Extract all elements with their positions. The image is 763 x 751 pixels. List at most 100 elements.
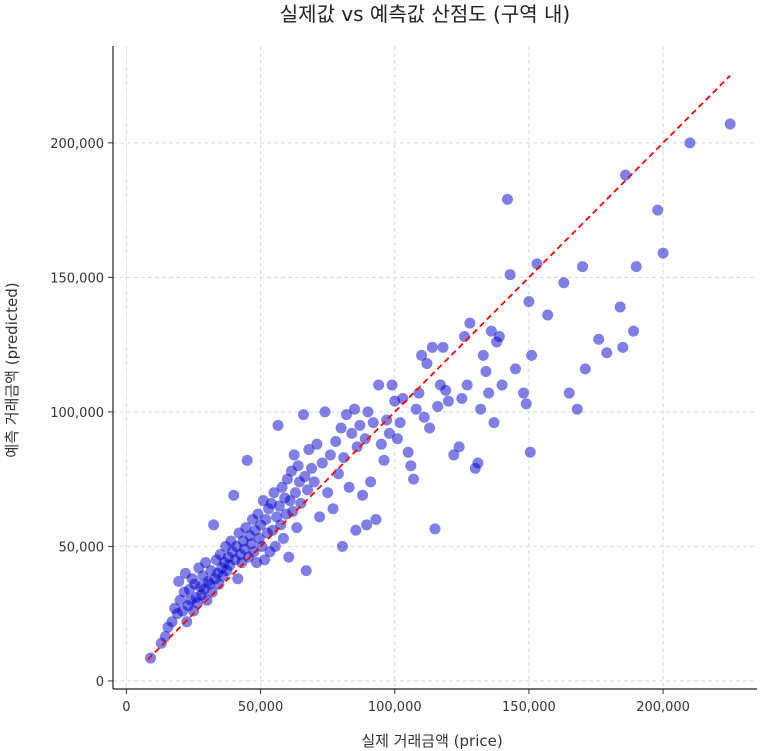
data-point — [378, 454, 390, 466]
data-point — [327, 503, 339, 515]
data-point — [252, 508, 264, 520]
data-point — [563, 387, 575, 399]
data-point — [684, 137, 696, 149]
data-point — [330, 435, 342, 447]
reference-line-group — [147, 74, 731, 661]
data-point — [228, 489, 240, 501]
data-point — [437, 341, 449, 353]
x-tick-label: 200,000 — [636, 700, 690, 715]
data-point — [373, 379, 385, 391]
x-tick-label: 50,000 — [238, 700, 284, 715]
x-tick-label: 150,000 — [502, 700, 556, 715]
data-point — [289, 487, 301, 499]
data-point — [496, 379, 508, 391]
data-point — [391, 433, 403, 445]
data-point — [416, 349, 428, 361]
data-point — [340, 409, 352, 421]
data-point — [159, 631, 171, 643]
data-point — [173, 575, 185, 587]
axes — [108, 46, 757, 694]
data-point — [424, 422, 436, 434]
data-point — [459, 331, 471, 343]
data-point — [526, 349, 538, 361]
data-point — [504, 269, 516, 281]
data-point — [295, 497, 307, 509]
data-point — [166, 616, 178, 628]
data-point — [429, 523, 441, 535]
data-point — [311, 438, 323, 450]
y-tick-label: 150,000 — [50, 271, 104, 286]
data-point — [477, 349, 489, 361]
data-point — [442, 395, 454, 407]
data-point — [232, 573, 244, 585]
data-point — [370, 514, 382, 526]
data-point — [472, 457, 484, 469]
data-point — [542, 309, 554, 321]
data-point — [359, 433, 371, 445]
data-points — [145, 118, 736, 664]
data-point — [724, 118, 736, 130]
data-point — [483, 387, 495, 399]
data-point — [405, 460, 417, 472]
y-tick-labels: 0 50,000 100,000 150,000 200,000 — [50, 137, 104, 690]
x-tick-labels: 0 50,000 100,000 150,000 200,000 — [122, 700, 690, 715]
data-point — [291, 522, 303, 534]
data-point — [410, 403, 422, 415]
data-point — [241, 454, 253, 466]
data-point — [336, 540, 348, 552]
data-point — [464, 317, 476, 329]
data-point — [620, 169, 632, 181]
x-tick-label: 100,000 — [368, 700, 422, 715]
data-point — [284, 495, 296, 507]
data-point — [343, 481, 355, 493]
data-point — [628, 325, 640, 337]
data-point — [267, 524, 279, 536]
y-axis-label: 예측 거래금액 (predicted) — [3, 282, 21, 457]
data-point — [332, 468, 344, 480]
data-point — [383, 427, 395, 439]
data-point — [324, 449, 336, 461]
data-point — [302, 484, 314, 496]
x-axis-label: 실제 거래금액 (price) — [361, 732, 502, 750]
data-point — [354, 419, 366, 431]
data-point — [413, 387, 425, 399]
data-point — [432, 401, 444, 413]
data-point — [461, 379, 473, 391]
x-tick-label: 0 — [122, 700, 130, 715]
data-point — [518, 387, 530, 399]
data-point — [453, 441, 465, 453]
y-tick-label: 0 — [96, 675, 104, 690]
data-point — [571, 403, 583, 415]
data-point — [269, 540, 281, 552]
data-point — [300, 565, 312, 577]
data-point — [306, 462, 318, 474]
data-point — [346, 427, 358, 439]
data-point — [275, 519, 287, 531]
data-point — [350, 524, 362, 536]
reference-line — [147, 74, 731, 661]
data-point — [577, 261, 589, 273]
data-point — [456, 392, 468, 404]
data-point — [488, 417, 500, 429]
data-point — [208, 519, 220, 531]
data-point — [421, 357, 433, 369]
data-point — [426, 341, 438, 353]
data-point — [375, 438, 387, 450]
data-point — [362, 406, 374, 418]
data-point — [501, 193, 513, 205]
data-point — [408, 473, 420, 485]
data-point — [448, 449, 460, 461]
data-point — [277, 532, 289, 544]
data-point — [418, 411, 430, 423]
data-point — [351, 441, 363, 453]
data-point — [276, 481, 288, 493]
data-point — [248, 546, 260, 558]
data-point — [259, 554, 271, 566]
data-point — [475, 403, 487, 415]
data-point — [145, 652, 157, 664]
data-point — [335, 422, 347, 434]
data-point — [558, 277, 570, 289]
data-point — [397, 392, 409, 404]
data-point — [657, 247, 669, 259]
